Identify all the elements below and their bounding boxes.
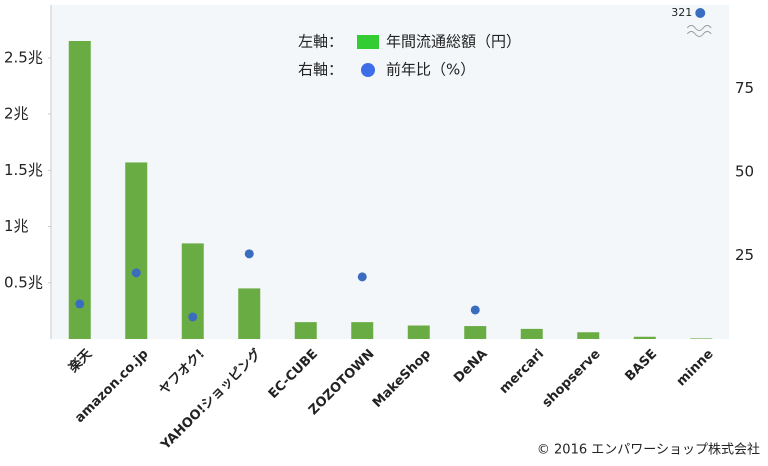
dot bbox=[131, 268, 141, 278]
x-tick-label: EC-CUBE bbox=[266, 347, 321, 402]
bar bbox=[125, 162, 148, 339]
x-tick-label: MakeShop bbox=[370, 347, 434, 411]
copyright: © 2016 エンパワーショップ株式会社 bbox=[537, 442, 760, 458]
dot bbox=[75, 299, 85, 309]
bar bbox=[351, 322, 374, 339]
axis-break bbox=[686, 25, 712, 37]
bar bbox=[520, 328, 543, 339]
bar bbox=[68, 40, 91, 339]
dot bbox=[357, 272, 367, 282]
data-label: 321 bbox=[671, 6, 692, 19]
bar bbox=[407, 325, 430, 339]
y-tick-label: 0.5兆 bbox=[4, 273, 43, 291]
y-tick-label: 1兆 bbox=[4, 217, 29, 235]
dot bbox=[188, 312, 198, 322]
legend-label: 前年比（%） bbox=[386, 61, 475, 79]
legend-prefix: 右軸： bbox=[298, 61, 343, 79]
dot bbox=[695, 8, 706, 18]
y2-tick-label: 25 bbox=[735, 246, 754, 264]
bar bbox=[181, 243, 204, 339]
plot-background bbox=[51, 5, 729, 339]
bar bbox=[294, 322, 317, 339]
x-tick-label: mercari bbox=[497, 347, 547, 397]
x-tick-label: BASE bbox=[622, 347, 660, 385]
bar bbox=[690, 338, 713, 339]
x-tick-label: shopserve bbox=[540, 347, 604, 411]
bar bbox=[633, 336, 656, 339]
legend-prefix: 左軸： bbox=[298, 33, 343, 51]
dot bbox=[470, 305, 480, 315]
x-tick-label: ヤフオク! bbox=[157, 347, 208, 398]
legend-label: 年間流通総額（円） bbox=[386, 33, 521, 51]
bar bbox=[577, 332, 600, 339]
dot bbox=[244, 249, 254, 259]
x-tick-label: 楽天 bbox=[65, 345, 96, 376]
legend-dot bbox=[361, 63, 375, 77]
y-tick-label: 2.5兆 bbox=[4, 48, 43, 66]
y2-tick-label: 50 bbox=[735, 163, 754, 181]
x-tick-label: minne bbox=[674, 347, 717, 390]
x-tick-label: YAHOO!ショッピング bbox=[157, 346, 265, 454]
bar bbox=[464, 326, 487, 339]
y-tick-label: 2兆 bbox=[4, 105, 29, 123]
y2-tick-label: 75 bbox=[735, 79, 754, 97]
legend-swatch bbox=[357, 35, 379, 49]
x-tick-label: DeNA bbox=[451, 347, 490, 386]
bar bbox=[238, 288, 261, 339]
y-tick-label: 1.5兆 bbox=[4, 161, 43, 179]
